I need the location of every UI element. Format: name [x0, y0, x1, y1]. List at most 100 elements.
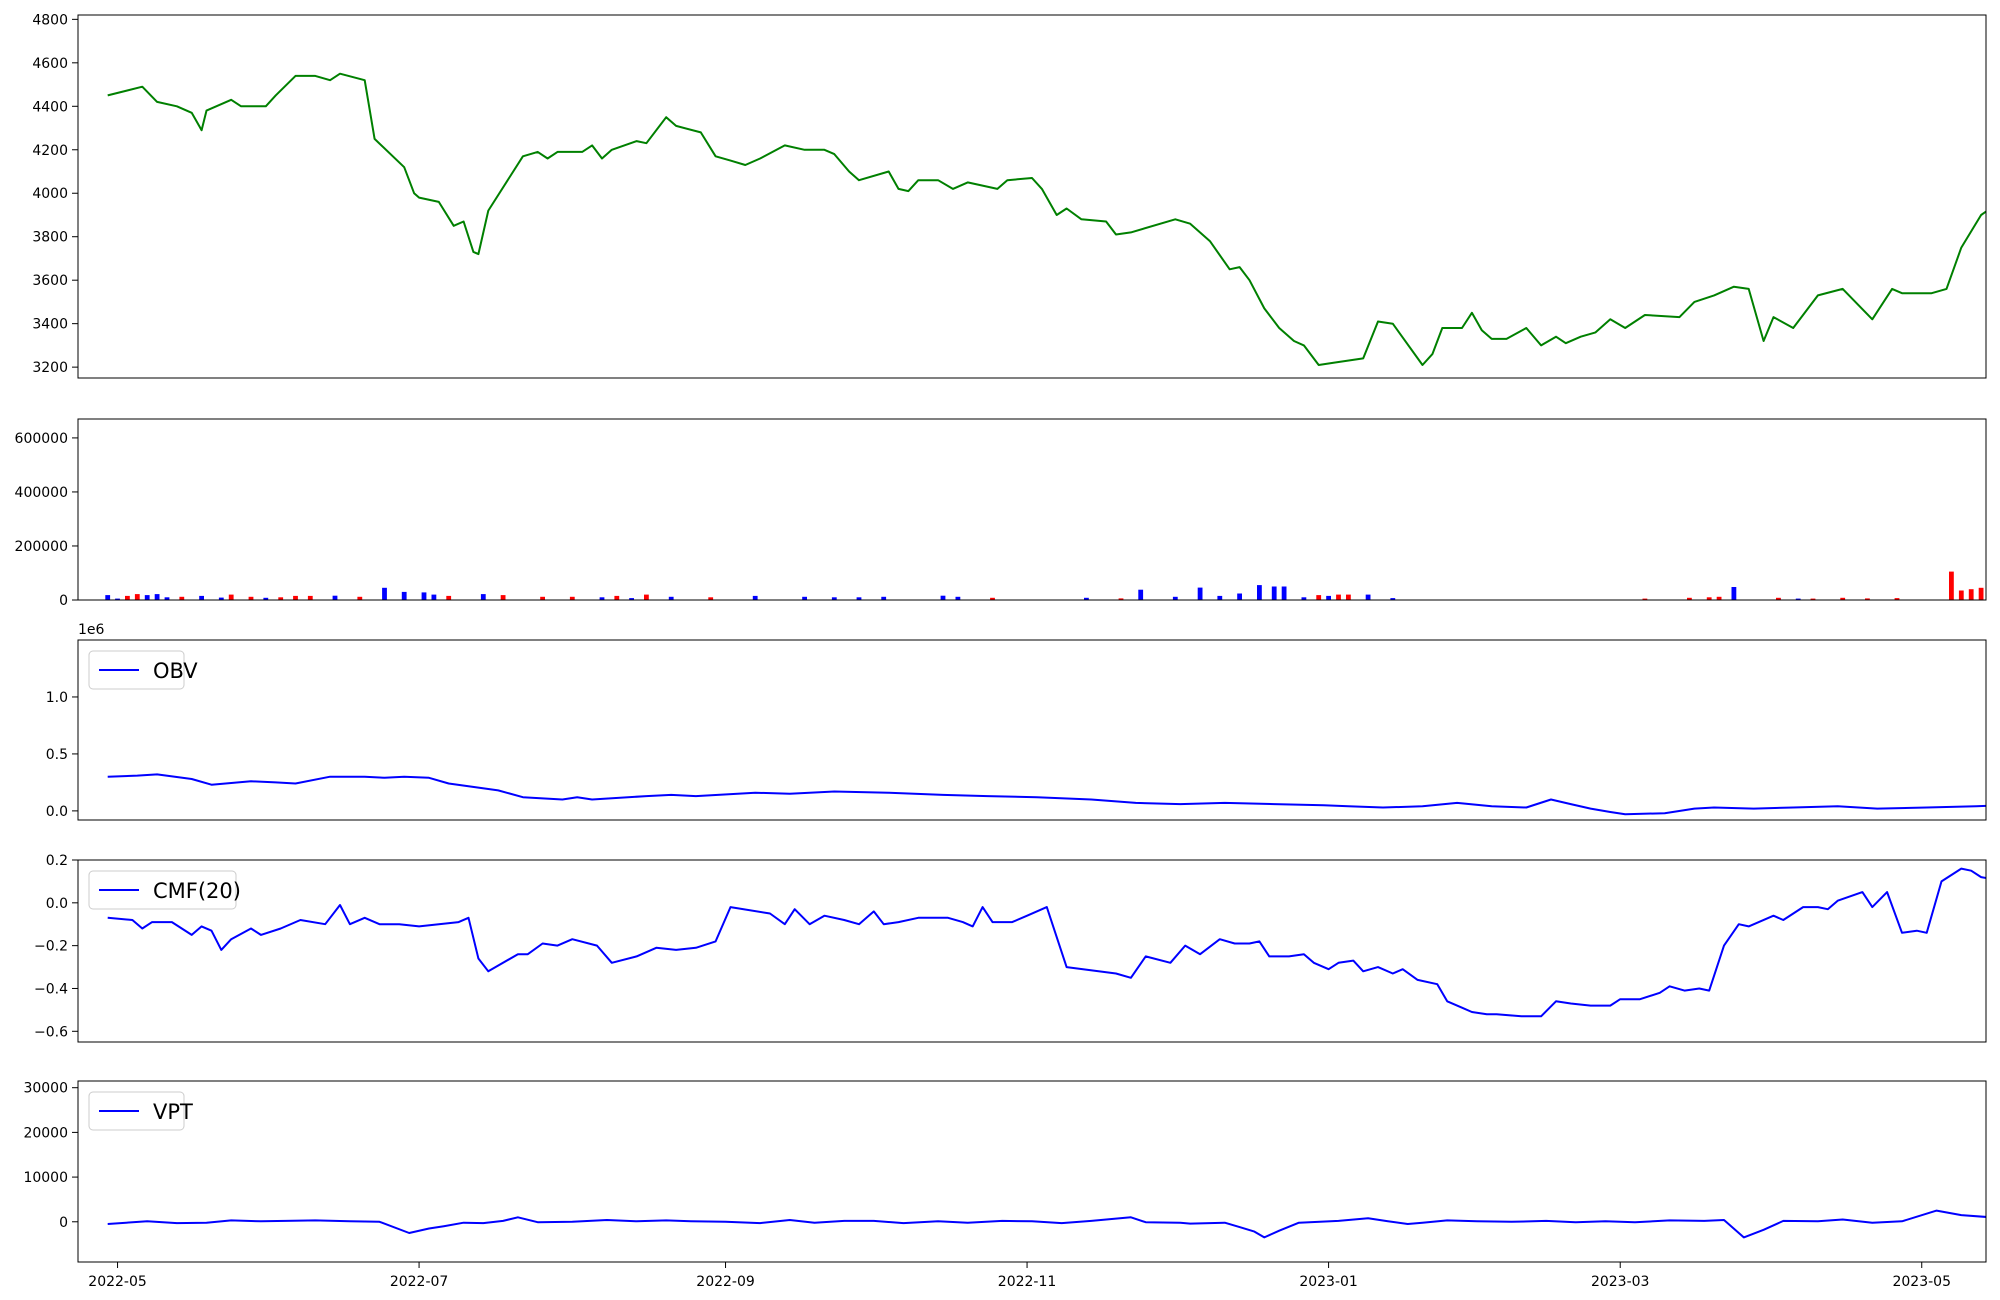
volume-bar — [164, 597, 170, 600]
y-tick-label: 20000 — [23, 1125, 68, 1141]
obv-plot-area — [107, 773, 1986, 816]
x-tick-label: 2022-07 — [390, 1274, 449, 1290]
price-axes-frame — [77, 14, 1987, 379]
y-tick-label: 0.0 — [46, 896, 68, 912]
volume-bar — [629, 598, 634, 600]
vpt-plot-area — [107, 1209, 1986, 1239]
y-tick-label: −0.6 — [34, 1024, 68, 1040]
volume-bar — [1316, 595, 1322, 600]
volume-bar — [752, 595, 758, 600]
volume-bar — [480, 594, 486, 600]
panel-cmf: −0.6 −0.4 −0.2 0.0 0.2 CMF(20) — [34, 853, 1987, 1043]
y-tick-label: 0.2 — [46, 853, 68, 869]
volume-bar — [1978, 587, 1984, 600]
volume-bar — [1776, 597, 1781, 600]
x-tick-label: 2022-05 — [88, 1274, 147, 1290]
volume-bar — [1138, 589, 1144, 600]
volume-bar — [614, 595, 620, 600]
volume-bar — [125, 595, 130, 600]
volume-bar — [1642, 598, 1648, 600]
volume-bar — [1706, 597, 1712, 600]
volume-bar — [831, 597, 837, 600]
x-tick-label: 2022-09 — [696, 1274, 755, 1290]
y-tick-label: 0 — [59, 1215, 68, 1231]
volume-bar — [332, 595, 338, 600]
volume-bar — [644, 594, 649, 600]
volume-bar — [940, 595, 946, 600]
y-tick-label: 600000 — [15, 431, 68, 447]
volume-bar — [1271, 586, 1277, 600]
cmf-axes-frame — [77, 859, 1987, 1043]
x-tick-label: 2023-01 — [1299, 1274, 1358, 1290]
y-tick-label: 0.5 — [46, 747, 68, 763]
y-tick-label: 1.0 — [46, 690, 68, 706]
volume-bar — [115, 598, 120, 600]
y-tick-label: 400000 — [15, 485, 68, 501]
volume-bar — [1716, 596, 1722, 600]
y-tick-label: −0.2 — [34, 939, 68, 955]
y-tick-label: 3400 — [32, 317, 68, 333]
chart-panels: 3200 3400 3600 3800 4000 4200 4400 4600 4800 0 200… — [15, 12, 1987, 1290]
volume-bar — [569, 596, 575, 600]
y-tick-label: 30000 — [23, 1081, 68, 1097]
volume-bar — [228, 594, 234, 600]
volume-bar — [1326, 595, 1331, 600]
volume-bar — [1894, 598, 1900, 600]
volume-bar — [1687, 597, 1692, 600]
y-tick-label: 4200 — [32, 143, 68, 159]
volume-bar — [154, 594, 160, 600]
y-tick-label: 4600 — [32, 56, 68, 72]
volume-bar — [357, 596, 363, 600]
y-tick-label: 3600 — [32, 273, 68, 289]
y-tick-label: 200000 — [15, 539, 68, 555]
volume-bar — [1810, 598, 1816, 600]
volume-bar — [1237, 593, 1242, 600]
volume-bar — [668, 596, 674, 600]
y-tick-label: 0.0 — [46, 804, 68, 820]
volume-bar — [401, 591, 407, 600]
volume-bar — [199, 595, 204, 600]
y-scale-label: 1e6 — [78, 622, 105, 638]
volume-bar — [1840, 597, 1846, 600]
volume-bar — [218, 597, 224, 600]
volume-bar — [1217, 595, 1223, 600]
y-tick-label: −0.4 — [34, 981, 68, 997]
obv-axes-frame — [77, 639, 1987, 821]
volume-bar — [1958, 590, 1964, 600]
volume-bar — [1281, 586, 1287, 600]
volume-bar — [802, 596, 807, 600]
volume-bar — [307, 595, 313, 600]
cmf-plot-area — [107, 867, 1986, 1018]
y-tick-label: 0 — [59, 593, 68, 609]
legend-box — [88, 870, 237, 910]
volume-bar — [1968, 589, 1974, 600]
volume-bar — [1084, 597, 1089, 600]
volume-plot-area — [105, 571, 1984, 600]
volume-bar — [1949, 571, 1954, 600]
volume-bar — [1118, 598, 1124, 600]
volume-bar — [1257, 585, 1262, 600]
volume-bar — [382, 587, 387, 600]
cmf-20--series-line — [107, 867, 1986, 1018]
legend-label: OBV — [153, 659, 198, 683]
volume-bar — [1197, 587, 1203, 600]
volume-bar — [278, 597, 284, 600]
volume-bar — [856, 597, 862, 600]
vpt-axes-frame — [77, 1080, 1987, 1263]
volume-bar — [446, 595, 452, 600]
volume-axes-frame — [77, 418, 1987, 601]
volume-bar — [708, 597, 714, 600]
y-tick-label: 10000 — [23, 1170, 68, 1186]
volume-bar — [248, 596, 254, 600]
price-plot-area — [107, 72, 1986, 366]
volume-bar — [599, 597, 605, 600]
volume-bar — [1172, 596, 1178, 600]
volume-bar — [144, 595, 150, 600]
vpt-series-line — [107, 1209, 1986, 1239]
volume-bar — [1346, 594, 1351, 600]
volume-bar — [955, 596, 961, 600]
y-tick-label: 4800 — [32, 12, 68, 28]
x-tick-label: 2022-11 — [998, 1274, 1057, 1290]
